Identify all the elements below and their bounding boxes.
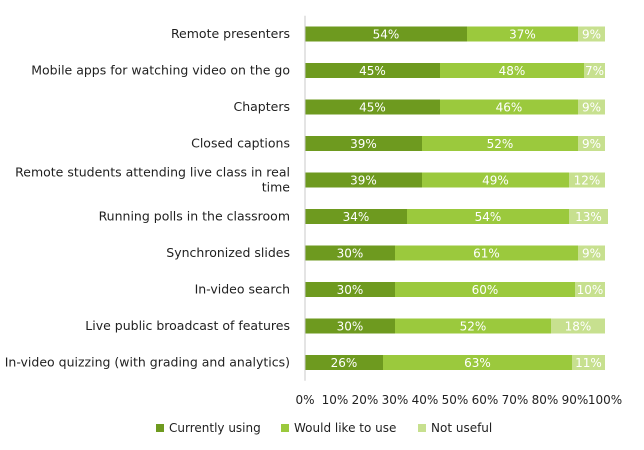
- data-label: 48%: [499, 64, 526, 78]
- category-label: Live public broadcast of features: [85, 318, 290, 333]
- category-label: In-video quizzing (with grading and anal…: [5, 355, 290, 370]
- bar-segment-would-like-to-use: [383, 355, 572, 370]
- bar-segment-would-like-to-use: [407, 209, 569, 224]
- data-label: 49%: [482, 174, 509, 188]
- bar-segment-would-like-to-use: [395, 318, 551, 334]
- bar-segment-would-like-to-use: [440, 63, 584, 78]
- category-label: Synchronized slides: [166, 245, 290, 260]
- data-label: 39%: [350, 174, 377, 188]
- legend-swatch: [281, 424, 289, 432]
- category-labels: Remote presenters Mobile apps for watchin…: [5, 26, 291, 370]
- x-tick-label: 80%: [532, 393, 559, 407]
- bar-segment-not-useful: [578, 136, 605, 151]
- bar-segment-would-like-to-use: [422, 172, 569, 188]
- x-tick-label: 60%: [472, 393, 499, 407]
- bar-segment-currently-using: [305, 99, 440, 115]
- bar-segment-currently-using: [305, 245, 395, 261]
- bar-segment-currently-using: [305, 136, 422, 151]
- bar-segment-not-useful: [572, 355, 605, 370]
- x-tick-label: 40%: [412, 393, 439, 407]
- x-tick-label: 0%: [295, 393, 314, 407]
- bar-segment-would-like-to-use: [422, 136, 578, 151]
- x-axis-ticks: 0% 10% 20% 30% 40% 50% 60% 70% 80% 90% 100%: [295, 393, 622, 407]
- bar-segment-not-useful: [578, 99, 605, 115]
- x-tick-label: 30%: [382, 393, 409, 407]
- data-label: 52%: [460, 320, 487, 334]
- data-label: 11%: [575, 356, 602, 370]
- data-label: 9%: [582, 137, 601, 151]
- bar-segment-would-like-to-use: [395, 245, 578, 261]
- data-label: 12%: [574, 174, 601, 188]
- data-label: 9%: [582, 28, 601, 42]
- x-tick-label: 70%: [502, 393, 529, 407]
- data-label: 30%: [337, 320, 364, 334]
- bar-segment-would-like-to-use: [440, 99, 578, 115]
- category-label: In-video search: [195, 282, 290, 297]
- legend-label: Would like to use: [294, 421, 396, 435]
- bar-segment-would-like-to-use: [395, 282, 575, 297]
- bar-segment-not-useful: [551, 318, 605, 334]
- bar-segment-currently-using: [305, 172, 422, 188]
- bar-segment-not-useful: [578, 245, 605, 261]
- data-label: 54%: [475, 210, 502, 224]
- legend: Currently using Would like to use Not usef…: [156, 421, 492, 435]
- x-tick-label: 90%: [562, 393, 589, 407]
- bar-segment-not-useful: [578, 26, 605, 42]
- data-label: 37%: [509, 28, 536, 42]
- data-label: 52%: [487, 137, 514, 151]
- data-label: 13%: [575, 210, 602, 224]
- legend-label: Currently using: [169, 421, 261, 435]
- data-label: 10%: [577, 283, 604, 297]
- category-label: Mobile apps for watching video on the go: [31, 63, 290, 78]
- bar-segment-currently-using: [305, 63, 440, 78]
- data-label: 45%: [359, 101, 386, 115]
- data-label: 45%: [359, 64, 386, 78]
- data-label: 7%: [585, 64, 604, 78]
- data-label: 9%: [582, 101, 601, 115]
- bar-segment-not-useful: [569, 209, 608, 224]
- bar-segment-not-useful: [569, 172, 605, 188]
- data-label: 30%: [337, 283, 364, 297]
- data-label: 26%: [331, 356, 358, 370]
- category-label: Closed captions: [191, 136, 290, 151]
- data-label: 18%: [565, 320, 592, 334]
- x-tick-label: 100%: [588, 393, 622, 407]
- category-label: Remote presenters: [171, 26, 290, 41]
- data-label: 61%: [473, 247, 500, 261]
- legend-swatch: [156, 424, 164, 432]
- legend-swatch: [418, 424, 426, 432]
- category-label: Chapters: [234, 99, 291, 114]
- category-label: Running polls in the classroom: [99, 209, 290, 224]
- bar-segment-currently-using: [305, 209, 407, 224]
- category-label: time: [262, 180, 291, 195]
- data-label: 63%: [464, 356, 491, 370]
- data-label: 39%: [350, 137, 377, 151]
- bar-segment-currently-using: [305, 355, 383, 370]
- bar-segment-would-like-to-use: [467, 26, 578, 42]
- bar-segment-currently-using: [305, 318, 395, 334]
- data-label: 46%: [496, 101, 523, 115]
- x-tick-label: 10%: [322, 393, 349, 407]
- data-label: 54%: [373, 28, 400, 42]
- bars: 54% 37% 9% 45% 48% 7% 45% 46% 9% 39% 52% 9% 39% 49% 12…: [305, 26, 608, 370]
- bar-segment-currently-using: [305, 26, 467, 42]
- x-tick-label: 20%: [352, 393, 379, 407]
- data-label: 30%: [337, 247, 364, 261]
- bar-segment-currently-using: [305, 282, 395, 297]
- category-label: Remote students attending live class in …: [15, 165, 290, 180]
- bar-segment-not-useful: [584, 63, 605, 78]
- legend-label: Not useful: [431, 421, 492, 435]
- data-label: 9%: [582, 247, 601, 261]
- bar-segment-not-useful: [575, 282, 605, 297]
- data-label: 34%: [343, 210, 370, 224]
- x-tick-label: 50%: [442, 393, 469, 407]
- data-label: 60%: [472, 283, 499, 297]
